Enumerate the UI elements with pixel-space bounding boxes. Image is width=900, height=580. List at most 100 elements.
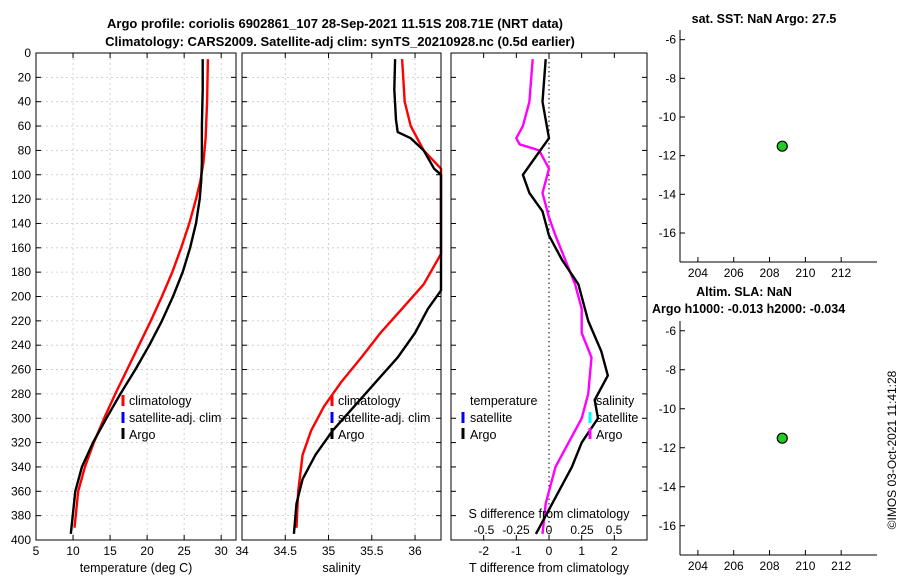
series-line-salinity-difference — [515, 59, 593, 535]
x-tick-label: 204 — [688, 266, 708, 280]
y-tick-label: 0 — [24, 46, 31, 60]
y-tick-label: 340 — [11, 460, 31, 474]
x-axis-label: temperature (deg C) — [80, 561, 193, 575]
salinity-legend: climatology satellite-adj. clim Argo — [330, 394, 430, 442]
x-tick-label: 204 — [688, 559, 708, 573]
timestamp: ©IMOS 03-Oct-2021 11:41:28 — [885, 370, 899, 529]
x-tick-label: 15 — [103, 544, 117, 558]
difference-legend-right: salinity satellite Argo — [588, 394, 638, 442]
sla-map-subtitle: Argo h1000: -0.013 h2000: -0.034 — [652, 302, 845, 316]
y-tick-label: -8 — [665, 363, 676, 377]
top-tick-label: -0.25 — [502, 523, 530, 537]
legend-label-climatology: climatology — [129, 394, 192, 408]
top-tick-label: 0.25 — [570, 523, 594, 537]
sst-map-plot: -6 -8 -10 -12 -14 -16 204 206 208 210 212 — [659, 30, 877, 280]
x-tick-label: 2 — [611, 544, 618, 558]
y-tick-label: 200 — [11, 290, 31, 304]
y-tick-label: 140 — [11, 216, 31, 230]
x-tick-label: 206 — [724, 559, 744, 573]
x-tick-label: 1 — [578, 544, 585, 558]
y-tick-label: 380 — [11, 509, 31, 523]
legend-label-temperature: temperature — [470, 394, 537, 408]
series-line-climatology — [295, 59, 443, 528]
argo-position-marker — [776, 432, 788, 444]
x-tick-label: -2 — [478, 544, 489, 558]
y-tick-label: 20 — [18, 70, 32, 84]
legend-label-argo: Argo — [129, 428, 155, 442]
legend-label-argo: Argo — [338, 428, 364, 442]
y-tick-label: -6 — [665, 33, 676, 47]
salinity-plot: 34 34.5 35 35.5 36 salinity — [235, 52, 443, 575]
x-axis-label: salinity — [322, 561, 361, 575]
x-tick-label: 206 — [724, 266, 744, 280]
x-tick-label: 212 — [831, 559, 851, 573]
argo-position-marker — [776, 140, 788, 152]
y-tick-label: -12 — [659, 441, 677, 455]
difference-top-axis: S difference from climatology -0.5 -0.25… — [469, 507, 631, 537]
top-tick-label: 0 — [546, 523, 553, 537]
x-tick-label: 36 — [408, 544, 422, 558]
legend-label-satellite: satellite-adj. clim — [129, 411, 221, 425]
x-tick-label: 25 — [177, 544, 191, 558]
x-tick-label: 212 — [831, 266, 851, 280]
x-tick-label: 34 — [235, 544, 249, 558]
sla-map-title: Altim. SLA: NaN — [696, 285, 792, 299]
y-tick-label: 100 — [11, 168, 31, 182]
y-tick-label: -16 — [659, 519, 677, 533]
x-tick-label: 210 — [795, 266, 815, 280]
y-tick-label: 120 — [11, 192, 31, 206]
legend-label-satellite: satellite — [470, 411, 512, 425]
y-tick-label: 60 — [18, 119, 32, 133]
y-tick-label: -16 — [659, 226, 677, 240]
s-difference-label: S difference from climatology — [469, 507, 631, 521]
x-tick-label: 10 — [66, 544, 80, 558]
x-tick-label: 34.5 — [274, 544, 298, 558]
y-tick-label: -12 — [659, 149, 677, 163]
legend-label-satellite: satellite-adj. clim — [338, 411, 430, 425]
y-tick-label: 180 — [11, 265, 31, 279]
legend-label-argo: Argo — [470, 428, 496, 442]
x-tick-label: 5 — [33, 544, 40, 558]
sla-map-plot: -6 -8 -10 -12 -14 -16 204 206 208 210 212 — [659, 321, 877, 573]
y-tick-label: 220 — [11, 314, 31, 328]
x-tick-label: 0 — [546, 544, 553, 558]
legend-label-satellite: satellite — [596, 411, 638, 425]
series-line-temperature-difference — [521, 59, 609, 535]
difference-legend-left: temperature satellite Argo — [461, 394, 537, 442]
y-tick-label: -10 — [659, 402, 677, 416]
top-tick-label: -0.5 — [474, 523, 495, 537]
x-tick-label: 208 — [760, 266, 780, 280]
y-tick-label: 240 — [11, 338, 31, 352]
temperature-plot: 5 10 15 20 25 30 temperature (deg C) 0 20 40 60 80 1… — [11, 46, 237, 575]
y-tick-label: -14 — [659, 480, 677, 494]
y-tick-label: 320 — [11, 436, 31, 450]
y-tick-label: 160 — [11, 241, 31, 255]
y-tick-label: 300 — [11, 411, 31, 425]
series-line-Argo — [292, 59, 443, 535]
legend-label-salinity: salinity — [596, 394, 635, 408]
sst-map-title: sat. SST: NaN Argo: 27.5 — [692, 12, 837, 26]
x-tick-label: 20 — [140, 544, 154, 558]
series-line-climatology — [73, 59, 210, 528]
figure-title-line2: Climatology: CARS2009. Satellite-adj cli… — [105, 34, 575, 49]
legend-label-climatology: climatology — [338, 394, 401, 408]
x-tick-label: 35.5 — [360, 544, 384, 558]
x-tick-label: 208 — [760, 559, 780, 573]
y-tick-label: -8 — [665, 71, 676, 85]
x-tick-label: 210 — [795, 559, 815, 573]
series-line-Argo — [69, 59, 204, 535]
y-tick-label: 400 — [11, 533, 31, 547]
top-tick-label: 0.5 — [606, 523, 623, 537]
y-tick-label: 80 — [18, 143, 32, 157]
y-tick-label: -10 — [659, 110, 677, 124]
y-tick-label: 360 — [11, 484, 31, 498]
x-axis-label: T difference from climatology — [469, 561, 630, 575]
y-tick-label: 260 — [11, 363, 31, 377]
y-tick-label: -6 — [665, 324, 676, 338]
y-tick-label: -14 — [659, 187, 677, 201]
y-tick-label: 40 — [18, 95, 32, 109]
figure-title-line1: Argo profile: coriolis 6902861_107 28-Se… — [107, 16, 563, 31]
y-tick-label: 280 — [11, 387, 31, 401]
x-tick-label: 30 — [215, 544, 229, 558]
